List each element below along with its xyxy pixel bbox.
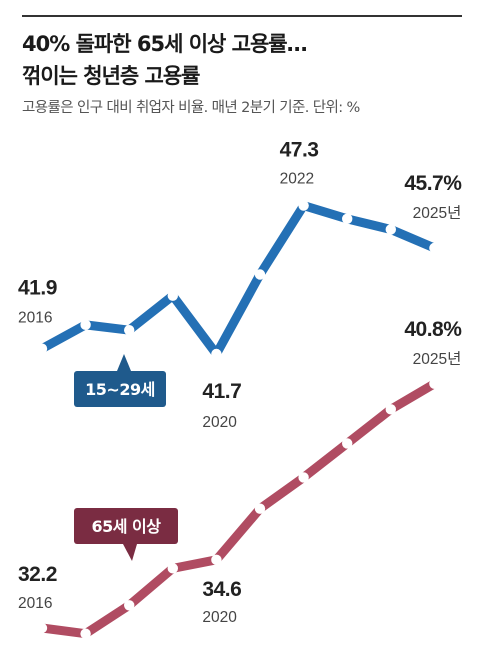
data-point-elderly-2017 [80,628,91,639]
value-label-elderly-2025: 40.8% [404,318,462,341]
year-label-elderly-2025: 2025년 [413,350,462,368]
data-point-elderly-2024 [385,404,396,415]
data-point-elderly-2023 [342,438,353,449]
year-label-youth-2016: 2016 [18,310,52,327]
value-label-youth-2022: 47.3 [280,139,319,162]
value-label-youth-2025: 45.7% [404,172,462,195]
value-label-youth-2016: 41.9 [18,277,57,300]
data-point-youth-2016 [36,343,48,354]
series-line-elderly [37,379,439,639]
series-tag-box-elderly [74,508,178,544]
data-point-youth-2020 [211,348,222,360]
year-label-youth-2020: 2020 [202,414,237,431]
data-point-elderly-2022 [298,472,309,483]
data-point-elderly-2016 [36,622,48,634]
data-point-youth-2019 [167,290,178,301]
series-tag-label-elderly: 65세 이상 [92,517,162,536]
year-label-elderly-2016: 2016 [18,595,52,612]
data-point-youth-2024 [385,224,396,235]
data-point-youth-2021 [254,269,266,280]
data-point-youth-2023 [342,213,353,225]
data-point-elderly-2020 [211,554,222,566]
year-label-youth-2025: 2025년 [413,204,462,222]
data-point-youth-2022 [298,200,309,211]
value-label-elderly-2016: 32.2 [18,563,57,586]
value-label-youth-2020: 41.7 [202,380,241,403]
series-line-youth [37,201,439,359]
data-point-elderly-2021 [254,503,266,514]
data-point-elderly-2018 [124,600,135,611]
data-point-youth-2018 [124,324,135,336]
chart-title-line1: 40% 돌파한 65세 이상 고용률… [22,32,308,56]
data-point-youth-2025 [429,242,440,254]
data-point-elderly-2019 [167,563,178,574]
data-point-elderly-2025 [429,378,440,389]
value-label-elderly-2020: 34.6 [202,578,241,601]
top-rule [22,15,462,17]
chart-title-line2: 꺾이는 청년층 고용률 [22,64,201,88]
series-tag-pointer-elderly [123,544,137,561]
series-tag-box-youth [74,371,166,407]
chart-subtitle: 고용률은 인구 대비 취업자 비율. 매년 2분기 기준. 단위: % [22,100,360,116]
series-tag-label-youth: 15~29세 [85,380,155,399]
series-tag-pointer-youth [117,354,131,371]
year-label-elderly-2020: 2020 [202,609,237,626]
year-label-youth-2022: 2022 [280,171,314,188]
data-point-youth-2017 [80,319,91,331]
